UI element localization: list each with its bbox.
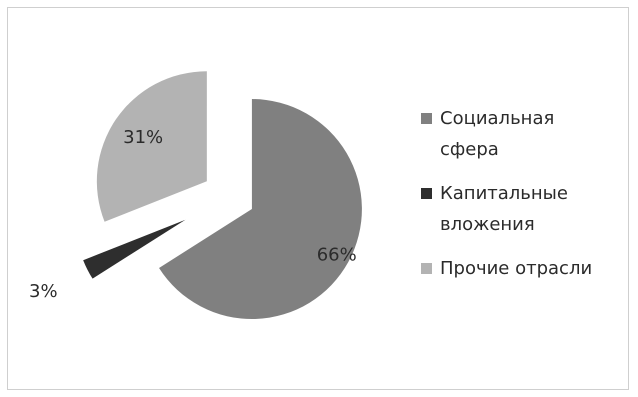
legend-entry-capital: Капитальные вложения: [418, 178, 623, 240]
legend: Социальная сфера Капитальные вложения Пр…: [418, 103, 623, 297]
pie-slice-social: [159, 99, 362, 320]
pie-data-labels: 66% 3% 31%: [29, 127, 357, 302]
data-label-other: 31%: [123, 127, 163, 148]
pie-slices: [83, 71, 362, 320]
legend-label-capital-line1: Капитальные: [440, 183, 568, 204]
legend-entry-other: Прочие отрасли: [418, 253, 623, 284]
legend-label-capital-line2: вложения: [440, 214, 535, 235]
legend-label-social-line1: Социальная: [440, 108, 555, 129]
legend-entry-social: Социальная сфера: [418, 103, 623, 165]
legend-label-other: Прочие отрасли: [440, 258, 593, 279]
legend-label-social-line2: сфера: [440, 139, 499, 160]
data-label-social: 66%: [317, 245, 357, 266]
data-label-capital: 3%: [29, 281, 58, 302]
legend-swatch-capital: [421, 188, 432, 199]
legend-swatch-social: [421, 113, 432, 124]
legend-swatch-other: [421, 263, 432, 274]
pie-slice-capital: [83, 219, 186, 279]
pie-slice-other: [96, 71, 207, 222]
